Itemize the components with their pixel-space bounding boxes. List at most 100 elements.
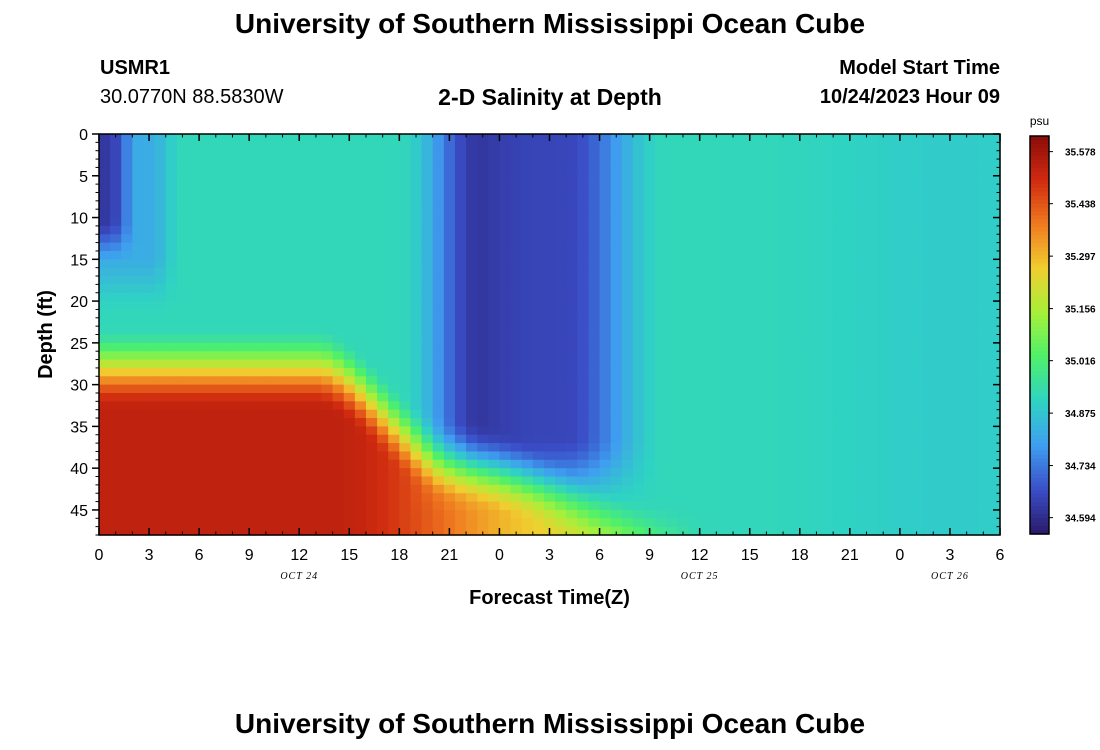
heatmap-cell	[777, 418, 790, 427]
heatmap-cell	[766, 401, 779, 411]
heatmap-cell	[199, 150, 211, 160]
heatmap-cell	[822, 250, 834, 260]
heatmap-cell	[121, 384, 133, 394]
heatmap-cell	[510, 259, 523, 269]
heatmap-cell	[454, 234, 467, 244]
heatmap-cell	[777, 217, 790, 227]
heatmap-cell	[421, 301, 434, 311]
heatmap-cell	[833, 468, 845, 478]
heatmap-cell	[399, 401, 412, 411]
heatmap-cell	[655, 501, 667, 511]
heatmap-cell	[933, 309, 945, 319]
heatmap-cell	[232, 259, 245, 269]
heatmap-cell	[510, 200, 523, 210]
x-tick-label: 12	[290, 547, 308, 564]
heatmap-cell	[988, 309, 1001, 319]
heatmap-cell	[744, 276, 756, 285]
colorbar-band	[1030, 171, 1049, 177]
heatmap-cell	[577, 518, 590, 528]
heatmap-cell	[721, 167, 734, 177]
heatmap-cell	[621, 276, 634, 285]
heatmap-cell	[644, 159, 656, 169]
heatmap-cell	[321, 351, 334, 361]
heatmap-cell	[132, 493, 145, 503]
heatmap-cell	[165, 359, 178, 369]
heatmap-cell	[644, 518, 656, 528]
heatmap-cell	[232, 476, 245, 486]
heatmap-cell	[121, 501, 133, 511]
heatmap-cell	[143, 184, 156, 194]
heatmap-cell	[844, 434, 856, 444]
heatmap-cell	[566, 267, 578, 277]
heatmap-cell	[499, 501, 512, 511]
colorbar-band	[1030, 386, 1049, 392]
heatmap-cell	[165, 276, 178, 285]
heatmap-cell	[199, 426, 211, 436]
heatmap-cell	[988, 142, 1001, 152]
heatmap-cell	[143, 150, 156, 160]
heatmap-cell	[721, 292, 734, 302]
heatmap-cell	[799, 326, 812, 336]
heatmap-cell	[699, 443, 712, 453]
heatmap-cell	[911, 443, 923, 453]
heatmap-cell	[666, 409, 679, 419]
heatmap-cell	[99, 451, 111, 461]
heatmap-cell	[699, 342, 712, 352]
heatmap-cell	[466, 292, 478, 302]
heatmap-cell	[666, 493, 679, 503]
heatmap-cell	[265, 342, 278, 352]
heatmap-cell	[988, 317, 1001, 327]
heatmap-cell	[365, 192, 378, 202]
heatmap-cell	[299, 225, 311, 235]
heatmap-cell	[221, 184, 234, 194]
heatmap-cell	[210, 509, 222, 519]
heatmap-cell	[788, 468, 801, 478]
heatmap-cell	[655, 443, 667, 453]
heatmap-cell	[388, 443, 400, 453]
heatmap-cell	[543, 150, 556, 160]
colorbar-band	[1030, 482, 1049, 487]
heatmap-cell	[788, 301, 801, 311]
heatmap-cell	[588, 384, 601, 394]
heatmap-cell	[221, 284, 234, 294]
heatmap-cell	[510, 476, 523, 486]
heatmap-cell	[799, 192, 812, 202]
heatmap-cell	[911, 334, 923, 344]
heatmap-cell	[710, 217, 723, 227]
heatmap-cell	[733, 167, 745, 177]
heatmap-cell	[354, 493, 367, 503]
heatmap-cell	[143, 200, 156, 210]
heatmap-cell	[410, 418, 423, 427]
heatmap-cell	[988, 184, 1001, 194]
heatmap-cell	[944, 317, 957, 327]
heatmap-cell	[922, 276, 934, 285]
heatmap-cell	[265, 225, 278, 235]
heatmap-cell	[176, 301, 189, 311]
heatmap-cell	[966, 301, 979, 311]
heatmap-cell	[187, 418, 200, 427]
colorbar-band	[1030, 211, 1049, 217]
heatmap-cell	[922, 451, 934, 461]
heatmap-cell	[154, 150, 167, 160]
heatmap-cell	[866, 142, 879, 152]
heatmap-cell	[755, 209, 767, 219]
heatmap-cell	[911, 351, 923, 361]
colorbar-tick-label: 34.875	[1065, 409, 1096, 420]
heatmap-cell	[632, 526, 645, 536]
heatmap-cell	[254, 242, 267, 252]
heatmap-cell	[132, 384, 145, 394]
colorbar-band	[1030, 239, 1049, 245]
heatmap-cell	[911, 184, 923, 194]
heatmap-cell	[977, 418, 990, 427]
heatmap-cell	[866, 376, 879, 386]
heatmap-cell	[877, 451, 890, 461]
heatmap-cell	[911, 493, 923, 503]
heatmap-cell	[710, 418, 723, 427]
colorbar-band	[1030, 486, 1049, 491]
heatmap-cell	[432, 234, 445, 244]
heatmap-cell	[399, 359, 412, 369]
heatmap-cell	[599, 134, 612, 143]
heatmap-cell	[221, 392, 234, 402]
heatmap-cell	[899, 434, 912, 444]
heatmap-cell	[243, 292, 256, 302]
